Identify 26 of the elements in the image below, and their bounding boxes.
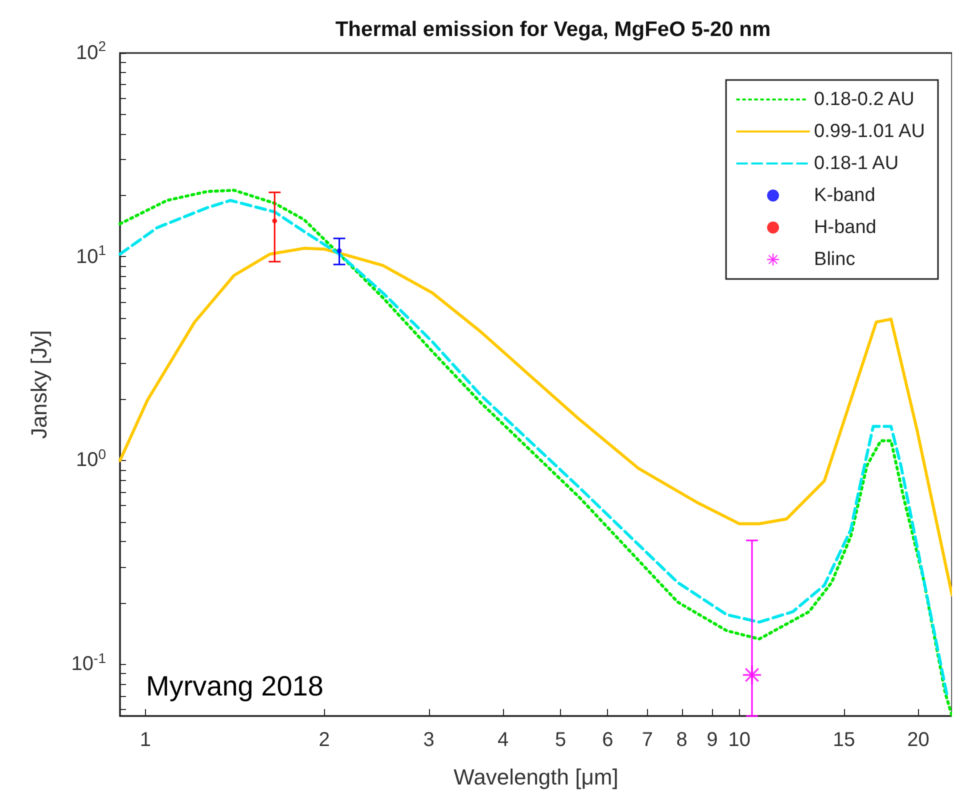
x-tick-label: 8: [676, 729, 688, 751]
x-tick-label: 7: [642, 729, 653, 751]
chart-title: Thermal emission for Vega, MgFeO 5-20 nm: [335, 18, 771, 41]
y-tick-label: 10$^{-1}$: [71, 650, 106, 676]
legend-label: H-band: [814, 217, 876, 238]
y-axis-title: Jansky [Jy]: [26, 330, 52, 439]
legend-label: 0.18-1 AU: [814, 153, 899, 174]
legend-label: 0.99-1.01 AU: [814, 121, 925, 142]
y-tick-label: 10$^{0}$: [76, 446, 106, 472]
y-tick-label: 10$^{1}$: [76, 242, 106, 269]
x-tick-label: 20: [907, 729, 930, 751]
x-tick-label: 6: [602, 729, 614, 751]
y-tick-label: 10$^{2}$: [76, 38, 106, 65]
legend-label: Blinc: [814, 249, 856, 270]
x-tick-label: 1: [140, 729, 152, 751]
annotation: Myrvang 2018: [146, 670, 324, 702]
x-tick-label: 5: [555, 729, 566, 751]
x-tick-label: 2: [318, 729, 330, 751]
x-tick-label: 10: [728, 729, 751, 751]
legend-label: 0.18-0.2 AU: [814, 89, 914, 110]
x-tick-label: 3: [423, 729, 434, 751]
x-axis-title: Wavelength [μm]: [454, 764, 618, 790]
x-tick-label: 4: [497, 729, 509, 751]
x-tick-label: 9: [706, 729, 718, 751]
x-tick-label: 15: [832, 729, 856, 751]
legend-label: K-band: [814, 185, 876, 206]
